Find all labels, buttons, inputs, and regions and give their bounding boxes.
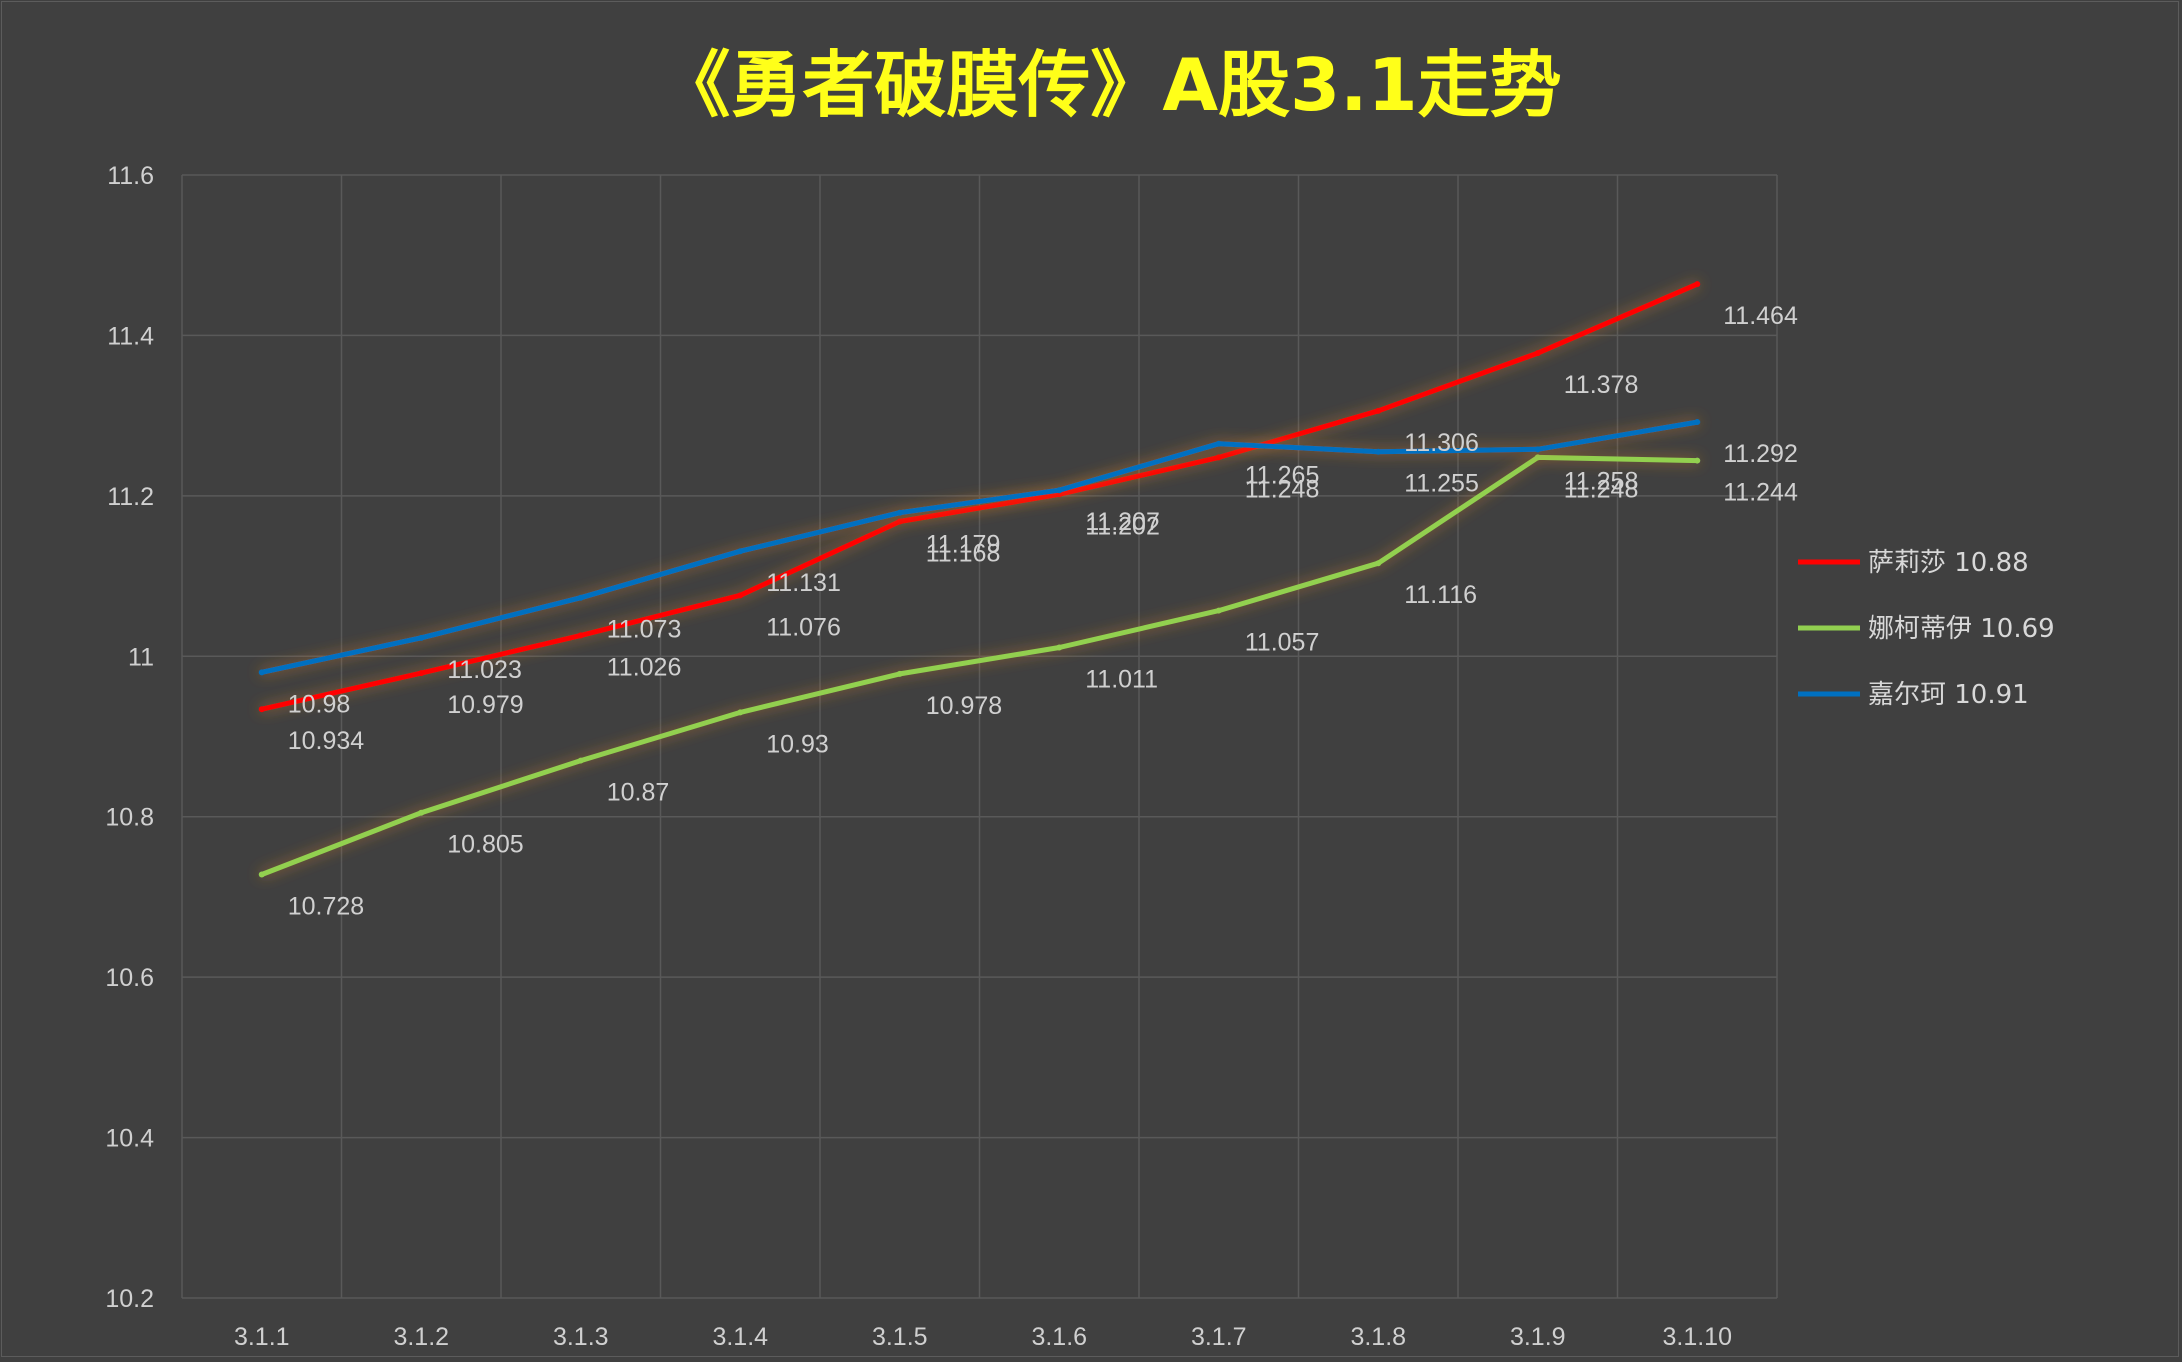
data-label: 11.131 (766, 569, 841, 597)
data-label: 11.073 (607, 616, 682, 644)
x-tick-label: 3.1.10 (1662, 1323, 1732, 1351)
data-label: 11.265 (1245, 462, 1320, 490)
data-label: 11.258 (1564, 467, 1639, 495)
y-tick-label: 11.2 (107, 483, 154, 511)
x-tick-label: 3.1.9 (1510, 1323, 1566, 1351)
data-label: 11.179 (926, 531, 1001, 559)
data-point (737, 592, 744, 599)
data-point (1215, 440, 1222, 447)
data-label: 10.978 (926, 692, 1002, 720)
legend-label: 萨莉莎 10.88 (1868, 548, 2029, 578)
data-point (258, 871, 265, 878)
data-label: 11.378 (1564, 371, 1639, 399)
data-point (418, 809, 425, 816)
legend: 萨莉莎 10.88 娜柯蒂伊 10.69 嘉尔珂 10.91 (1798, 548, 2055, 710)
legend-label: 娜柯蒂伊 10.69 (1868, 614, 2055, 644)
legend-label: 嘉尔珂 10.91 (1868, 680, 2029, 710)
data-point (1534, 454, 1541, 461)
x-tick-label: 3.1.1 (234, 1323, 290, 1351)
data-label: 11.248 (1564, 475, 1639, 503)
data-label: 10.728 (288, 892, 364, 920)
data-label: 11.023 (447, 656, 522, 684)
data-labels: 10.93410.97911.02611.07611.16811.20211.2… (288, 302, 1798, 920)
data-point (418, 670, 425, 677)
data-point (577, 594, 584, 601)
data-label: 11.207 (1085, 508, 1160, 536)
data-point (1534, 446, 1541, 453)
data-label: 10.979 (447, 691, 523, 719)
data-label: 10.98 (288, 690, 351, 718)
data-label: 11.255 (1404, 470, 1479, 498)
data-point (577, 757, 584, 764)
series-line (259, 419, 1700, 675)
x-axis: 3.1.1 3.1.2 3.1.3 3.1.4 3.1.5 3.1.6 3.1.7 3.1.8… (234, 1323, 1732, 1351)
data-label: 11.011 (1085, 665, 1158, 693)
data-label: 11.248 (1245, 475, 1320, 503)
data-point (1375, 448, 1382, 455)
data-label: 11.057 (1245, 629, 1320, 657)
data-label: 11.026 (607, 653, 682, 681)
data-point (1375, 560, 1382, 567)
data-point (1056, 487, 1063, 494)
data-label: 11.306 (1404, 429, 1479, 457)
grid (181, 174, 1778, 1299)
data-point (737, 548, 744, 555)
y-tick-label: 11 (128, 643, 154, 671)
data-point (1215, 454, 1222, 461)
data-label: 10.934 (288, 727, 365, 755)
data-label: 11.292 (1723, 440, 1798, 468)
data-label: 11.076 (766, 613, 841, 641)
data-label: 11.244 (1723, 479, 1798, 507)
data-point (896, 670, 903, 677)
data-point (418, 634, 425, 641)
y-tick-label: 10.8 (105, 804, 154, 832)
data-point (737, 709, 744, 716)
data-label: 11.202 (1085, 512, 1160, 540)
y-tick-label: 10.6 (105, 964, 154, 992)
data-point (1694, 457, 1701, 464)
data-point (258, 669, 265, 676)
x-tick-label: 3.1.7 (1191, 1323, 1247, 1351)
data-label: 10.87 (607, 779, 670, 807)
x-tick-label: 3.1.5 (872, 1323, 928, 1351)
data-label: 11.168 (926, 540, 1001, 568)
data-point (896, 509, 903, 516)
x-tick-label: 3.1.2 (393, 1323, 449, 1351)
series-line (259, 281, 1700, 712)
y-tick-label: 11.4 (107, 322, 154, 350)
y-tick-label: 10.4 (105, 1125, 154, 1153)
data-point (1215, 607, 1222, 614)
data-point (1375, 407, 1382, 414)
series-group (258, 281, 1701, 878)
data-point (1056, 644, 1063, 651)
data-point (577, 632, 584, 639)
x-tick-label: 3.1.6 (1031, 1323, 1087, 1351)
x-tick-label: 3.1.4 (712, 1323, 768, 1351)
data-label: 10.805 (447, 831, 523, 859)
chart-title: 《勇者破膜传》A股3.1走势 (658, 43, 1561, 127)
data-point (1694, 419, 1701, 426)
data-point (896, 518, 903, 525)
y-tick-label: 11.6 (107, 162, 154, 190)
x-tick-label: 3.1.8 (1350, 1323, 1406, 1351)
y-tick-label: 10.2 (105, 1285, 154, 1313)
data-point (1534, 350, 1541, 357)
x-tick-label: 3.1.3 (553, 1323, 609, 1351)
data-point (258, 706, 265, 713)
data-label: 11.464 (1723, 302, 1798, 330)
series-line (259, 454, 1700, 877)
data-point (1694, 281, 1701, 288)
data-label: 11.116 (1404, 581, 1477, 609)
data-label: 10.93 (766, 730, 829, 758)
y-axis: 10.2 10.4 10.6 10.8 11 11.2 11.4 11.6 (105, 162, 154, 1313)
